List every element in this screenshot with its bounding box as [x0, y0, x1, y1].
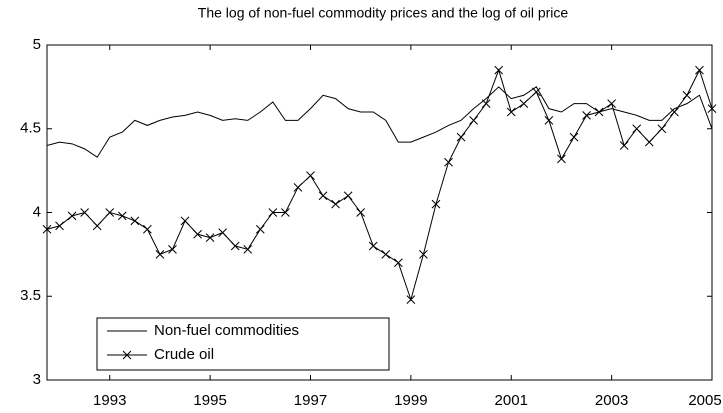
marker [243, 244, 253, 254]
y-tick-label: 3.5 [20, 287, 41, 304]
x-tick-label: 1993 [93, 392, 126, 409]
marker [444, 157, 453, 167]
marker [155, 250, 165, 259]
marker [281, 208, 290, 217]
marker [657, 124, 667, 134]
marker [557, 154, 566, 164]
marker [92, 221, 102, 231]
marker [205, 233, 215, 242]
marker [130, 216, 140, 226]
marker [180, 216, 190, 226]
y-tick-label: 4 [33, 203, 41, 220]
marker [481, 99, 491, 108]
x-tick-label: 1999 [394, 392, 427, 409]
marker [218, 228, 228, 237]
x-tick-label: 1995 [193, 392, 226, 409]
marker [619, 141, 629, 150]
marker [105, 208, 115, 217]
x-tick-label: 1997 [294, 392, 327, 409]
marker [356, 208, 366, 217]
marker [644, 137, 654, 147]
marker [607, 99, 616, 108]
legend-label: Crude oil [154, 346, 214, 363]
marker [506, 107, 516, 117]
marker [230, 241, 240, 251]
marker [143, 224, 152, 234]
y-tick-label: 5 [33, 36, 41, 53]
marker [431, 199, 441, 209]
marker [419, 250, 428, 259]
x-tick-label: 2005 [688, 392, 721, 409]
legend: Non-fuel commodities Crude oil [96, 317, 390, 371]
marker [632, 124, 642, 134]
marker [67, 211, 77, 221]
marker [193, 229, 202, 239]
marker [293, 183, 303, 192]
marker [318, 191, 328, 201]
marker [255, 224, 265, 234]
marker [42, 224, 52, 234]
marker [456, 132, 466, 142]
legend-label: Non-fuel commodities [154, 322, 299, 339]
marker [117, 211, 127, 221]
legend-box [96, 317, 390, 371]
marker [381, 250, 391, 259]
marker [168, 244, 177, 254]
marker [80, 208, 89, 217]
marker [531, 87, 541, 97]
series-line [46, 86, 713, 158]
y-tick-label: 4.5 [20, 120, 41, 137]
marker [469, 116, 478, 125]
marker [122, 350, 132, 360]
marker [55, 221, 64, 231]
marker [519, 99, 529, 108]
marker [368, 241, 378, 251]
marker [569, 132, 579, 142]
marker [544, 116, 554, 125]
marker [695, 65, 704, 75]
marker [343, 191, 353, 201]
marker [331, 199, 340, 209]
marker [670, 107, 679, 117]
marker [494, 65, 504, 75]
marker [594, 107, 604, 117]
marker [682, 90, 692, 100]
x-tick-label: 2003 [595, 392, 628, 409]
chart-title: The log of non-fuel commodity prices and… [198, 5, 569, 21]
marker [582, 110, 591, 120]
marker [707, 104, 717, 114]
marker [268, 208, 278, 217]
marker [406, 295, 416, 304]
y-tick-label: 3 [33, 371, 41, 388]
marker [393, 258, 403, 268]
marker [306, 171, 315, 181]
x-tick-label: 2001 [495, 392, 528, 409]
